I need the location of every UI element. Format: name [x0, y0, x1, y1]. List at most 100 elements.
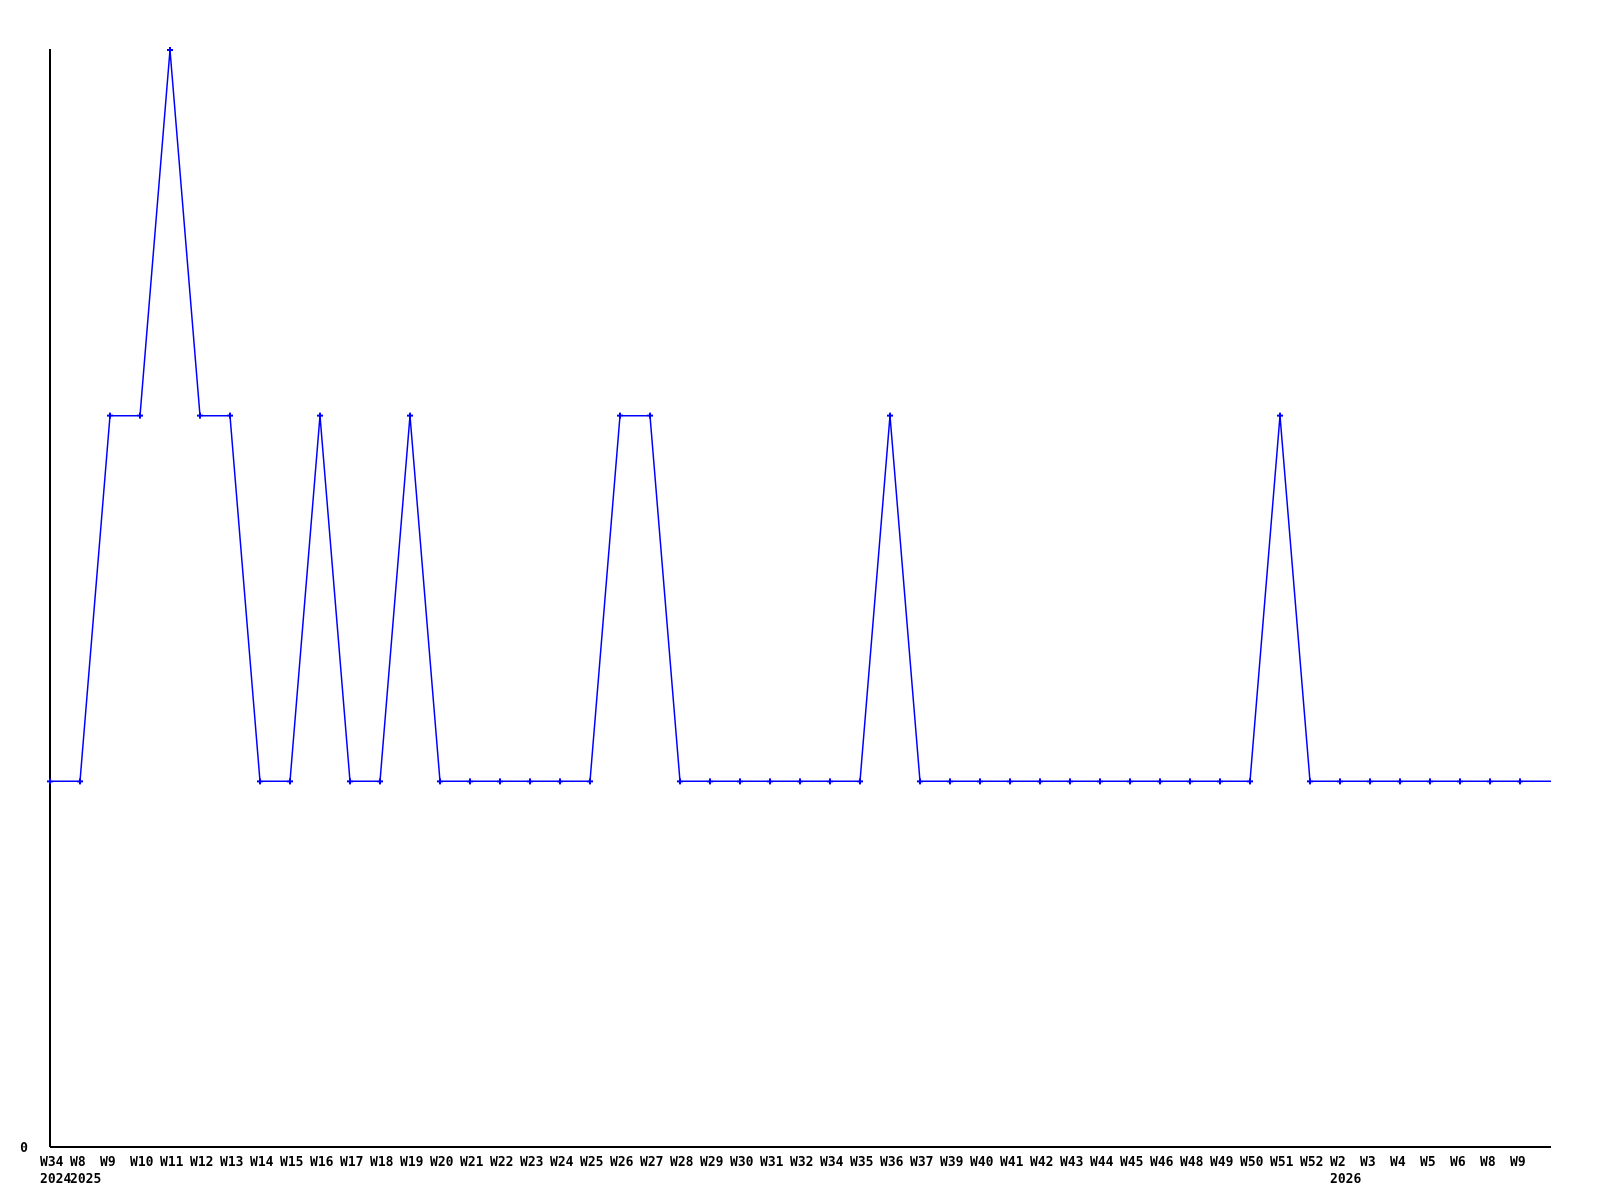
x-tick-label: W24: [550, 1155, 574, 1170]
data-point-marker: [797, 778, 803, 785]
x-tick-label: W16: [310, 1155, 334, 1170]
x-tick-label: W22: [490, 1155, 513, 1170]
x-tick-label: W34: [820, 1155, 844, 1170]
data-point-marker: [887, 412, 893, 419]
data-point-marker: [197, 412, 203, 419]
x-tick-label: W25: [580, 1155, 603, 1170]
x-tick-label: W21: [460, 1155, 484, 1170]
data-point-marker: [677, 778, 683, 785]
data-point-marker: [257, 778, 263, 785]
data-line: [50, 49, 1551, 783]
x-tick-label: W4: [1390, 1155, 1406, 1170]
x-tick-label: W51: [1270, 1155, 1294, 1170]
x-tick-label: W52: [1300, 1155, 1323, 1170]
data-point-marker: [527, 778, 533, 785]
data-point-marker: [317, 412, 323, 419]
data-point-marker: [1277, 412, 1283, 419]
x-tick-label: W23: [520, 1155, 543, 1170]
x-tick-label: W40: [970, 1155, 994, 1170]
data-point-marker: [1487, 778, 1493, 785]
data-point-marker: [287, 778, 293, 785]
x-tick-label: W26: [610, 1155, 634, 1170]
x-tick-label: W37: [910, 1155, 933, 1170]
x-tick-label: W46: [1150, 1155, 1174, 1170]
x-tick-label: W36: [880, 1155, 904, 1170]
data-point-marker: [137, 412, 143, 419]
x-tick-label: W15: [280, 1155, 303, 1170]
data-point-marker: [167, 47, 173, 53]
data-point-marker: [1247, 778, 1253, 785]
data-point-marker: [347, 778, 353, 785]
x-tick-label: W32: [790, 1155, 813, 1170]
data-point-marker: [1097, 778, 1103, 785]
x-tick-label: W5: [1420, 1155, 1436, 1170]
data-point-marker: [407, 412, 413, 419]
x-year-label: 2024: [40, 1172, 71, 1187]
x-tick-label: W19: [400, 1155, 423, 1170]
x-tick-label: W2: [1330, 1155, 1346, 1170]
x-tick-label: W34: [40, 1155, 64, 1170]
x-tick-label: W42: [1030, 1155, 1053, 1170]
x-tick-label: W27: [640, 1155, 663, 1170]
x-tick-label: W10: [130, 1155, 154, 1170]
x-tick-label: W9: [100, 1155, 116, 1170]
x-year-label: 2026: [1330, 1172, 1361, 1187]
data-point-marker: [827, 778, 833, 785]
data-point-marker: [947, 778, 953, 785]
data-point-marker: [1457, 778, 1463, 785]
data-point-marker: [47, 778, 53, 785]
x-tick-label: W8: [70, 1155, 86, 1170]
data-point-marker: [377, 778, 383, 785]
x-tick-label: W44: [1090, 1155, 1114, 1170]
x-tick-label: W12: [190, 1155, 213, 1170]
data-point-marker: [977, 778, 983, 785]
x-tick-label: W13: [220, 1155, 243, 1170]
x-tick-label: W50: [1240, 1155, 1264, 1170]
data-point-marker: [1397, 778, 1403, 785]
x-tick-label: W29: [700, 1155, 723, 1170]
y-tick-label: 0: [20, 1141, 28, 1156]
data-point-marker: [1307, 778, 1313, 785]
x-tick-label: W18: [370, 1155, 394, 1170]
data-point-marker: [1007, 778, 1013, 785]
x-tick-label: W14: [250, 1155, 274, 1170]
data-point-marker: [227, 412, 233, 419]
data-point-marker: [1337, 778, 1343, 785]
data-point-marker: [857, 778, 863, 785]
x-tick-label: W49: [1210, 1155, 1233, 1170]
x-tick-label: W30: [730, 1155, 754, 1170]
data-point-marker: [1427, 778, 1433, 785]
data-point-marker: [647, 412, 653, 419]
data-point-marker: [1067, 778, 1073, 785]
data-point-marker: [767, 778, 773, 785]
x-tick-label: W39: [940, 1155, 963, 1170]
data-point-marker: [737, 778, 743, 785]
x-tick-label: W31: [760, 1155, 784, 1170]
x-tick-label: W48: [1180, 1155, 1204, 1170]
data-point-marker: [1517, 778, 1523, 785]
data-point-marker: [437, 778, 443, 785]
x-year-label: 2025: [70, 1172, 101, 1187]
x-tick-label: W9: [1510, 1155, 1526, 1170]
data-point-marker: [557, 778, 563, 785]
x-tick-label: W17: [340, 1155, 363, 1170]
data-point-marker: [617, 412, 623, 419]
data-point-marker: [1037, 778, 1043, 785]
data-point-marker: [1127, 778, 1133, 785]
x-tick-label: W28: [670, 1155, 694, 1170]
data-point-marker: [917, 778, 923, 785]
data-point-marker: [107, 412, 113, 419]
x-tick-label: W11: [160, 1155, 184, 1170]
x-tick-label: W35: [850, 1155, 873, 1170]
data-point-marker: [467, 778, 473, 785]
x-tick-label: W45: [1120, 1155, 1143, 1170]
x-tick-label: W6: [1450, 1155, 1466, 1170]
data-point-marker: [1217, 778, 1223, 785]
x-tick-label: W3: [1360, 1155, 1376, 1170]
data-point-marker: [1187, 778, 1193, 785]
x-tick-label: W20: [430, 1155, 454, 1170]
data-point-marker: [1367, 778, 1373, 785]
data-point-marker: [707, 778, 713, 785]
